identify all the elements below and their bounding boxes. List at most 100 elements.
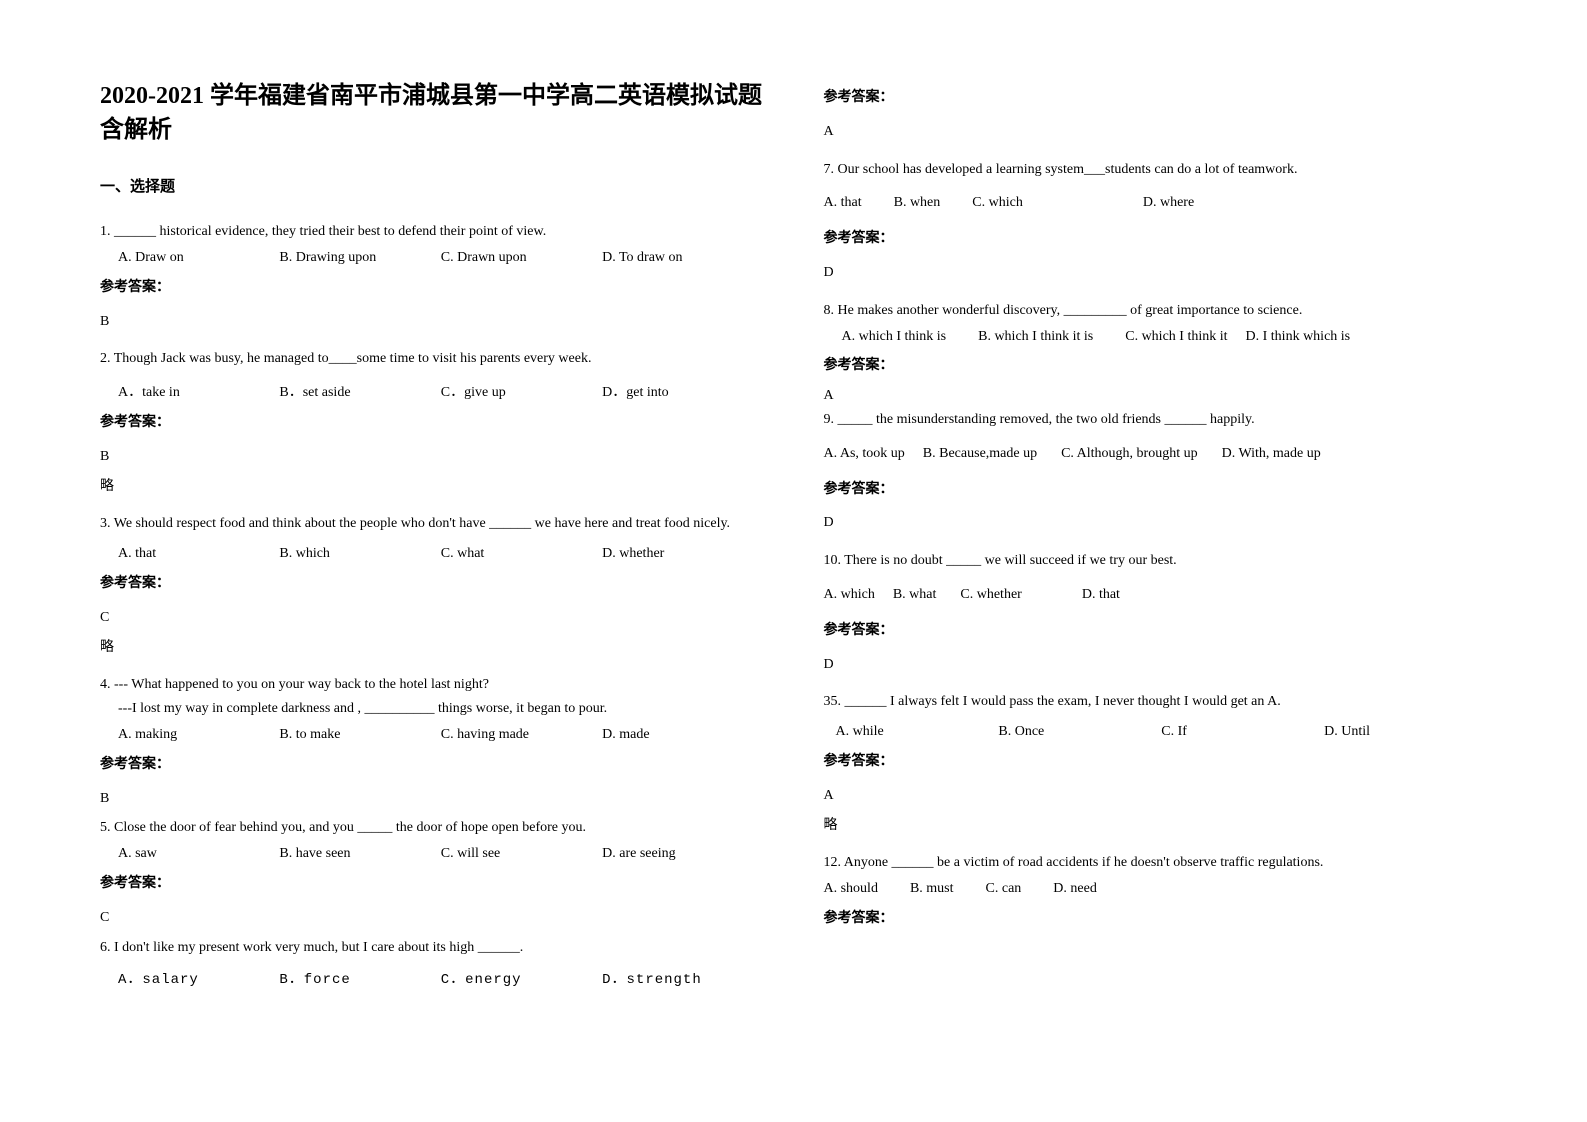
q11-opt-c: C. If <box>1161 720 1324 744</box>
q7-opt-c: C. which <box>972 191 1023 215</box>
q7-options: A. that B. when C. which D. where <box>824 191 1488 215</box>
q7-opt-d: D. where <box>1143 191 1194 215</box>
q8-opt-b: B. which I think it is <box>978 325 1093 349</box>
q2-opt-b: B．set aside <box>279 381 440 405</box>
q2-opt-d: D．get into <box>602 381 763 405</box>
q11-options: A. while B. Once C. If D. Until <box>836 720 1488 744</box>
q2-note: 略 <box>100 475 764 499</box>
q3-options: A. that B. which C. what D. whether <box>118 542 764 566</box>
q3-opt-b: B. which <box>279 542 440 566</box>
q12-opt-b: B. must <box>910 877 954 901</box>
q5-options: A. saw B. have seen C. will see D. are s… <box>118 842 764 866</box>
q9-options: A. As, took up B. Because,made up C. Alt… <box>824 442 1488 466</box>
q3-opt-d: D. whether <box>602 542 763 566</box>
q11-stem: 35. ______ I always felt I would pass th… <box>824 690 1488 714</box>
q3-answer-label: 参考答案： <box>100 572 764 596</box>
q8-answer: A <box>824 384 1488 408</box>
q6-opt-a: A．salary <box>118 969 279 993</box>
q2-opt-a: A．take in <box>118 381 279 405</box>
q3-note: 略 <box>100 636 764 660</box>
q8-options: A. which I think is B. which I think it … <box>842 325 1488 349</box>
q9-stem: 9. _____ the misunderstanding removed, t… <box>824 408 1488 432</box>
q3-opt-c: C. what <box>441 542 602 566</box>
q11-opt-d: D. Until <box>1324 720 1487 744</box>
q1-stem: 1. ______ historical evidence, they trie… <box>100 220 764 244</box>
q8-opt-d: D. I think which is <box>1246 325 1351 349</box>
q6-answer: A <box>824 120 1488 144</box>
q7-opt-b: B. when <box>894 191 941 215</box>
q6-opt-b: B．force <box>279 969 440 993</box>
q1-opt-d: D. To draw on <box>602 246 763 270</box>
q12-opt-c: C. can <box>986 877 1022 901</box>
q1-answer: B <box>100 310 764 334</box>
q10-options: A. which B. what C. whether D. that <box>824 583 1488 607</box>
q5-stem: 5. Close the door of fear behind you, an… <box>100 816 764 840</box>
q6-stem: 6. I don't like my present work very muc… <box>100 936 764 960</box>
q8-stem: 8. He makes another wonderful discovery,… <box>824 299 1488 323</box>
q10-opt-c: C. whether <box>960 583 1021 607</box>
q9-opt-d: D. With, made up <box>1222 442 1321 466</box>
q5-opt-c: C. will see <box>441 842 602 866</box>
q4-opt-c: C. having made <box>441 723 602 747</box>
q5-opt-a: A. saw <box>118 842 279 866</box>
q9-opt-a: A. As, took up <box>824 442 905 466</box>
q4-answer-label: 参考答案： <box>100 753 764 777</box>
q2-answer: B <box>100 445 764 469</box>
q2-options: A．take in B．set aside C．give up D．get in… <box>118 381 764 405</box>
q10-opt-d: D. that <box>1082 583 1120 607</box>
q9-answer: D <box>824 511 1488 535</box>
doc-title: 2020-2021 学年福建省南平市浦城县第一中学高二英语模拟试题含解析 <box>100 80 764 147</box>
q12-opt-d: D. need <box>1053 877 1097 901</box>
q10-opt-a: A. which <box>824 583 875 607</box>
q4-opt-a: A. making <box>118 723 279 747</box>
q11-answer: A <box>824 784 1488 808</box>
q3-answer: C <box>100 606 764 630</box>
q4-opt-d: D. made <box>602 723 763 747</box>
q4-answer: B <box>100 787 764 811</box>
q2-opt-c: C．give up <box>441 381 602 405</box>
q1-opt-a: A. Draw on <box>118 246 279 270</box>
q10-answer-label: 参考答案： <box>824 619 1488 643</box>
q7-stem: 7. Our school has developed a learning s… <box>824 158 1488 182</box>
q5-opt-b: B. have seen <box>279 842 440 866</box>
q4-stem: 4. --- What happened to you on your way … <box>100 673 764 697</box>
q12-opt-a: A. should <box>824 877 878 901</box>
q6-options: A．salary B．force C．energy D．strength <box>118 969 764 993</box>
q11-note: 略 <box>824 814 1488 838</box>
q7-answer-label: 参考答案： <box>824 227 1488 251</box>
q9-answer-label: 参考答案： <box>824 478 1488 502</box>
right-column: 参考答案： A 7. Our school has developed a le… <box>824 80 1488 1082</box>
q12-answer-label: 参考答案： <box>824 907 1488 931</box>
q1-answer-label: 参考答案： <box>100 276 764 300</box>
q2-answer-label: 参考答案： <box>100 411 764 435</box>
q9-opt-c: C. Although, brought up <box>1061 442 1198 466</box>
q10-answer: D <box>824 653 1488 677</box>
q8-opt-a: A. which I think is <box>842 325 947 349</box>
q6-opt-c: C．energy <box>441 969 602 993</box>
q6-opt-d: D．strength <box>602 969 763 993</box>
q11-answer-label: 参考答案： <box>824 750 1488 774</box>
q6-answer-label: 参考答案： <box>824 86 1488 110</box>
q8-opt-c: C. which I think it <box>1125 325 1227 349</box>
q1-options: A. Draw on B. Drawing upon C. Drawn upon… <box>118 246 764 270</box>
q5-answer: C <box>100 906 764 930</box>
q12-stem: 12. Anyone ______ be a victim of road ac… <box>824 851 1488 875</box>
q4-substem: ---I lost my way in complete darkness an… <box>118 697 764 721</box>
q2-stem: 2. Though Jack was busy, he managed to__… <box>100 347 764 371</box>
section-heading: 一、选择题 <box>100 175 764 196</box>
q1-opt-b: B. Drawing upon <box>279 246 440 270</box>
q3-stem: 3. We should respect food and think abou… <box>100 512 764 536</box>
q8-answer-label: 参考答案： <box>824 354 1488 378</box>
q7-answer: D <box>824 261 1488 285</box>
q9-opt-b: B. Because,made up <box>923 442 1037 466</box>
q4-opt-b: B. to make <box>279 723 440 747</box>
q1-opt-c: C. Drawn upon <box>441 246 602 270</box>
q3-opt-a: A. that <box>118 542 279 566</box>
q5-answer-label: 参考答案： <box>100 872 764 896</box>
q7-opt-a: A. that <box>824 191 862 215</box>
q11-opt-b: B. Once <box>998 720 1161 744</box>
q10-opt-b: B. what <box>893 583 937 607</box>
q11-opt-a: A. while <box>836 720 999 744</box>
q5-opt-d: D. are seeing <box>602 842 763 866</box>
q10-stem: 10. There is no doubt _____ we will succ… <box>824 549 1488 573</box>
